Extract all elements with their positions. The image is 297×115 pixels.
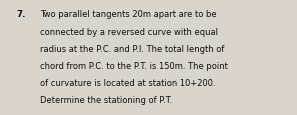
Text: Two parallel tangents 20m apart are to be: Two parallel tangents 20m apart are to b…	[40, 10, 217, 19]
Text: 7.: 7.	[16, 10, 26, 19]
Text: Determine the stationing of P.T.: Determine the stationing of P.T.	[40, 95, 173, 104]
Text: of curvature is located at station 10+200.: of curvature is located at station 10+20…	[40, 78, 216, 87]
Text: connected by a reversed curve with equal: connected by a reversed curve with equal	[40, 27, 218, 36]
Text: radius at the P.C. and P.I. The total length of: radius at the P.C. and P.I. The total le…	[40, 44, 225, 53]
Text: chord from P.C. to the P.T. is 150m. The point: chord from P.C. to the P.T. is 150m. The…	[40, 61, 228, 70]
